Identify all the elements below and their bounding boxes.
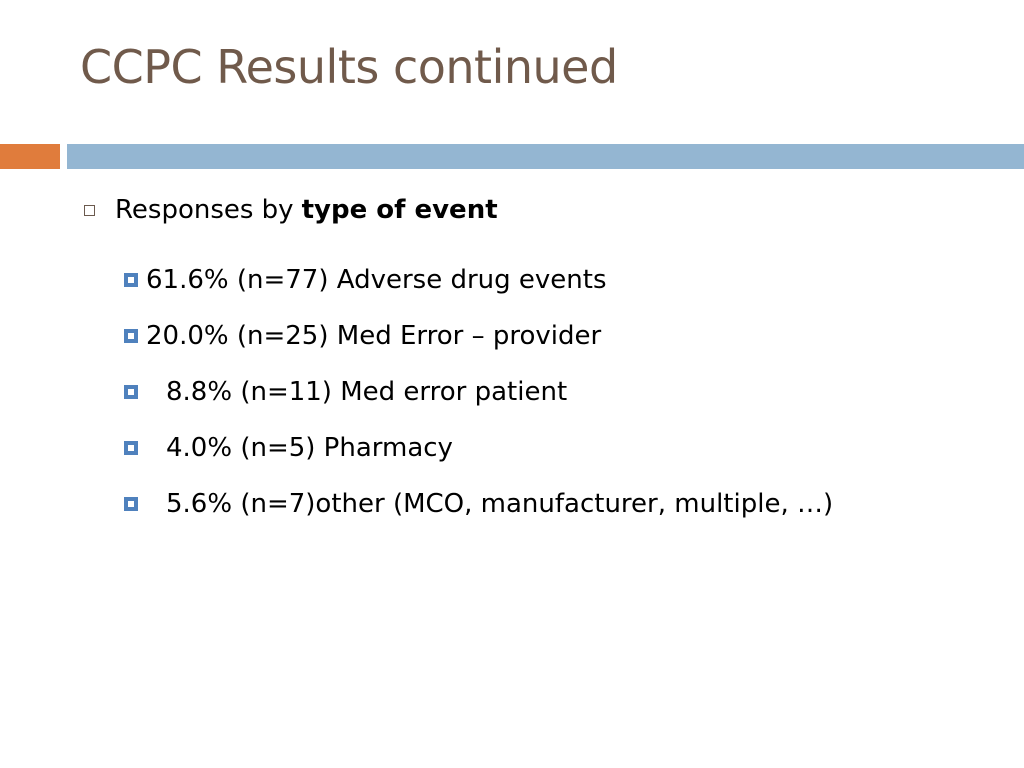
bullet-level1-prefix: Responses by bbox=[115, 195, 294, 225]
sub-bullet-item: 8.8% (n=11) Med error patient bbox=[124, 364, 833, 420]
sub-bullet-item: 5.6% (n=7)other (MCO, manufacturer, mult… bbox=[124, 476, 833, 532]
sub-bullet-text: 8.8% (n=11) Med error patient bbox=[166, 377, 568, 407]
title-divider-bar bbox=[67, 144, 1024, 169]
sub-bullet-item: 4.0% (n=5) Pharmacy bbox=[124, 420, 833, 476]
sub-bullet-text: 4.0% (n=5) Pharmacy bbox=[166, 433, 453, 463]
sub-bullet-item: 61.6% (n=77) Adverse drug events bbox=[124, 252, 833, 308]
title-accent-bar bbox=[0, 144, 60, 169]
filled-square-bullet-icon bbox=[124, 273, 138, 287]
sub-bullet-text: 5.6% (n=7)other (MCO, manufacturer, mult… bbox=[166, 489, 834, 519]
sub-bullet-list: 61.6% (n=77) Adverse drug events 20.0% (… bbox=[124, 252, 833, 532]
filled-square-bullet-icon bbox=[124, 329, 138, 343]
filled-square-bullet-icon bbox=[124, 385, 138, 399]
hollow-square-bullet-icon bbox=[84, 204, 95, 216]
filled-square-bullet-icon bbox=[124, 497, 138, 511]
slide-title: CCPC Results continued bbox=[80, 40, 618, 94]
sub-bullet-item: 20.0% (n=25) Med Error – provider bbox=[124, 308, 833, 364]
bullet-level1: Responses by type of event bbox=[84, 195, 498, 225]
sub-bullet-text: 20.0% (n=25) Med Error – provider bbox=[146, 321, 602, 351]
bullet-level1-emphasis: type of event bbox=[301, 195, 498, 225]
filled-square-bullet-icon bbox=[124, 441, 138, 455]
sub-bullet-text: 61.6% (n=77) Adverse drug events bbox=[146, 265, 607, 295]
